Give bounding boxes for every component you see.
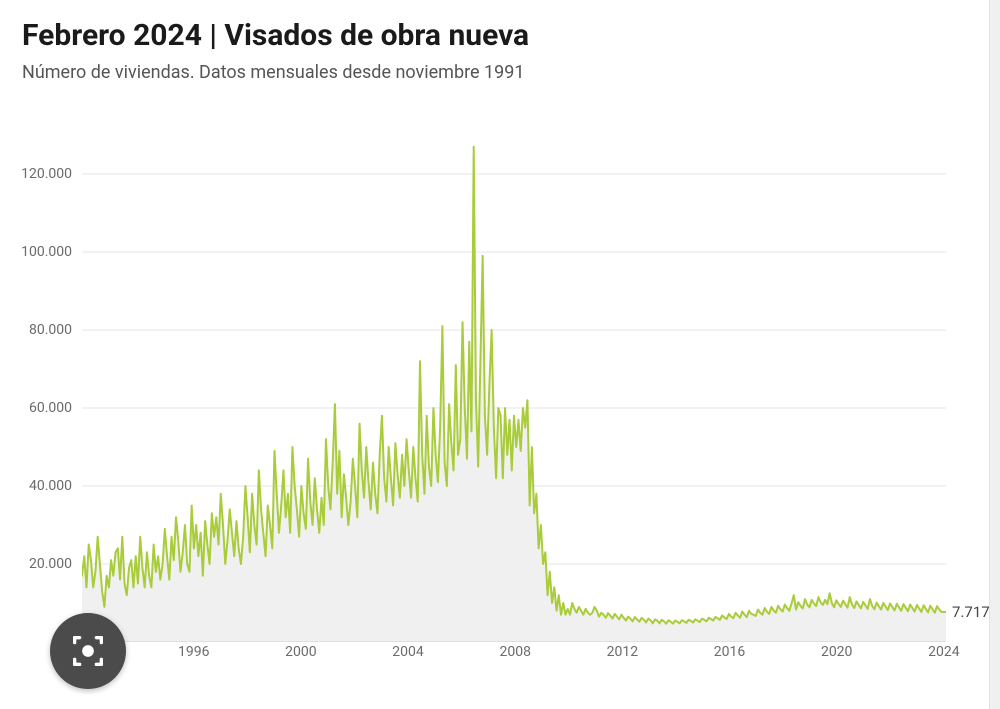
y-tick-label: 80.000 <box>29 322 72 338</box>
chart-title: Febrero 2024 | Visados de obra nueva <box>22 18 978 54</box>
y-tick-label: 40.000 <box>29 478 72 494</box>
y-axis-labels: 020.00040.00060.00080.000100.000120.000 <box>22 135 78 642</box>
chart-area: 020.00040.00060.00080.000100.000120.000 … <box>22 135 946 664</box>
end-value-label: 7.717 <box>952 603 990 621</box>
x-tick-label: 2004 <box>392 644 423 660</box>
y-tick-label: 60.000 <box>29 400 72 416</box>
y-tick-label: 20.000 <box>29 556 72 572</box>
x-tick-label: 2008 <box>499 644 530 660</box>
x-tick-label: 2016 <box>714 644 745 660</box>
chart-header: Febrero 2024 | Visados de obra nueva Núm… <box>0 0 1000 87</box>
x-tick-label: 2012 <box>607 644 638 660</box>
plot-region <box>82 135 946 642</box>
y-tick-label: 120.000 <box>21 166 72 182</box>
scrollbar[interactable] <box>989 0 1000 709</box>
x-tick-label: 2024 <box>928 644 959 660</box>
lens-icon[interactable] <box>50 613 126 689</box>
x-tick-label: 1996 <box>178 644 209 660</box>
y-tick-label: 100.000 <box>21 244 72 260</box>
x-axis-labels: 199219962000200420082012201620202024 <box>82 644 946 664</box>
chart-subtitle: Número de viviendas. Datos mensuales des… <box>22 62 978 83</box>
plot-svg <box>82 135 946 642</box>
x-tick-label: 2020 <box>821 644 852 660</box>
page: Febrero 2024 | Visados de obra nueva Núm… <box>0 0 1000 709</box>
x-tick-label: 2000 <box>285 644 316 660</box>
